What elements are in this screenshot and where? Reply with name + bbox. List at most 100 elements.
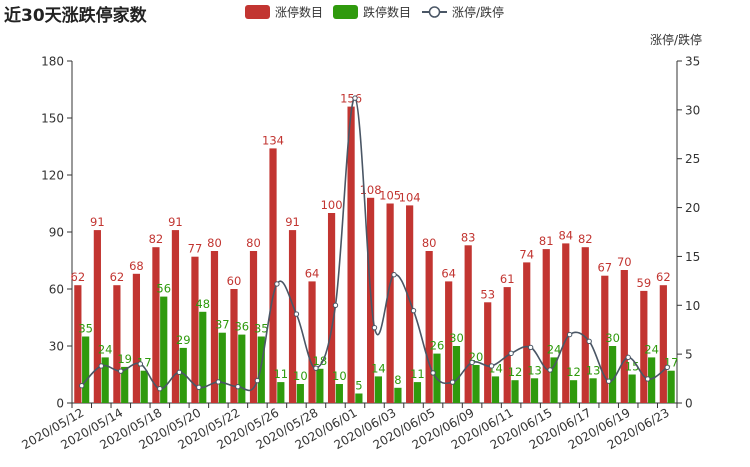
bar-limit-down [667, 370, 675, 403]
bar-limit-down [511, 380, 519, 403]
ratio-point [313, 365, 319, 371]
bar-label-limit-up: 91 [168, 215, 183, 229]
ratio-point [488, 363, 495, 369]
y2-tick-label: 30 [685, 103, 700, 117]
bar-label-limit-up: 70 [617, 255, 632, 269]
y-tick-label: 120 [41, 169, 64, 183]
bar-limit-up [542, 249, 550, 403]
bar-label-limit-down: 11 [273, 367, 288, 381]
bar-label-limit-up: 104 [399, 190, 421, 204]
bar-limit-up [132, 273, 141, 403]
ratio-point [293, 311, 300, 317]
bar-limit-down [394, 387, 402, 403]
bar-limit-down [277, 382, 285, 403]
bar-label-limit-down: 10 [332, 369, 347, 383]
bar-label-limit-down: 5 [355, 379, 362, 393]
ratio-point [547, 367, 553, 373]
bar-limit-up [171, 230, 180, 403]
bar-limit-down [413, 382, 422, 403]
bar-limit-up [445, 281, 453, 403]
bar-label-limit-up: 156 [340, 92, 362, 106]
bar-label-limit-up: 67 [597, 261, 612, 275]
bar-label-limit-down: 24 [98, 342, 113, 356]
bar-label-limit-down: 35 [254, 322, 269, 336]
ratio-point [371, 324, 378, 331]
bar-limit-up [74, 285, 82, 403]
bar-limit-down [121, 366, 129, 403]
y-tick-label: 180 [41, 55, 64, 69]
bar-label-limit-up: 62 [110, 270, 125, 284]
y2-tick-label: 20 [685, 201, 700, 215]
bar-label-limit-up: 80 [246, 236, 261, 250]
ratio-point [118, 368, 124, 374]
y-tick-label: 0 [56, 397, 64, 411]
bar-limit-up [406, 205, 414, 403]
bar-limit-up [93, 230, 101, 403]
bar-label-limit-down: 14 [371, 361, 386, 375]
bar-limit-up [581, 247, 589, 403]
y2-tick-label: 25 [685, 152, 700, 166]
bar-label-limit-down: 36 [234, 320, 249, 334]
bar-label-limit-up: 77 [188, 242, 203, 256]
bar-label-limit-down: 30 [605, 331, 620, 345]
y2-tick-label: 5 [685, 348, 693, 362]
bar-limit-down [179, 347, 187, 403]
bar-limit-down [355, 393, 363, 403]
ratio-point [332, 302, 339, 308]
bar-label-limit-up: 62 [656, 270, 671, 284]
bar-label-limit-down: 8 [394, 373, 401, 387]
ratio-point [98, 363, 104, 369]
bar-label-limit-up: 61 [500, 272, 515, 286]
ratio-point [215, 379, 222, 385]
bar-label-limit-up: 108 [360, 183, 382, 197]
ratio-point [449, 379, 456, 385]
chart-title: 近30天涨跌停家数 [4, 5, 148, 26]
bar-limit-up [659, 285, 667, 403]
y2-tick-label: 10 [685, 299, 700, 313]
bar-limit-down [374, 376, 382, 403]
bar-label-limit-down: 11 [410, 367, 425, 381]
bar-limit-up [484, 302, 492, 403]
bar-label-limit-up: 64 [441, 266, 456, 280]
legend-item-3[interactable]: 涨停/跌停 [422, 5, 504, 20]
bar-label-limit-up: 91 [90, 215, 105, 229]
bar-label-limit-up: 84 [558, 228, 573, 242]
bar-label-limit-up: 83 [461, 230, 476, 244]
bar-limit-up [210, 251, 219, 403]
bar-limit-up [620, 270, 628, 403]
bar-limit-down [550, 357, 558, 403]
bar-limit-up [308, 281, 316, 403]
legend-item-1[interactable]: 涨停数目 [245, 5, 323, 20]
legend-label: 涨停数目 [275, 5, 323, 20]
bar-limit-down [648, 357, 656, 403]
bar-limit-down [101, 357, 109, 403]
bar-label-limit-up: 59 [637, 276, 652, 290]
bar-label-limit-down: 13 [586, 363, 601, 377]
legend-label: 涨停/跌停 [452, 5, 504, 20]
bar-label-limit-down: 12 [566, 365, 581, 379]
ratio-point [664, 364, 670, 371]
bar-label-limit-up: 64 [305, 266, 320, 280]
bar-limit-down [199, 311, 207, 403]
legend-swatch-marker [428, 6, 441, 18]
ratio-point [352, 95, 358, 101]
ratio-point [605, 378, 612, 384]
y-tick-label: 90 [49, 226, 64, 240]
bar-limit-down [589, 378, 597, 403]
bar-limit-down [316, 368, 324, 403]
ratio-point [410, 307, 417, 314]
legend-item-2[interactable]: 跌停数目 [333, 5, 411, 20]
legend-swatch [245, 5, 270, 19]
bar-limit-up [191, 256, 199, 403]
bar-label-limit-up: 74 [519, 247, 534, 261]
bar-label-limit-up: 62 [71, 270, 86, 284]
bar-label-limit-down: 37 [215, 318, 230, 332]
bar-limit-up [347, 106, 355, 403]
ratio-point [469, 359, 475, 366]
ratio-point [508, 350, 514, 357]
bar-label-limit-down: 35 [78, 322, 93, 336]
bar-limit-down [218, 332, 226, 403]
bar-limit-up [601, 275, 609, 403]
